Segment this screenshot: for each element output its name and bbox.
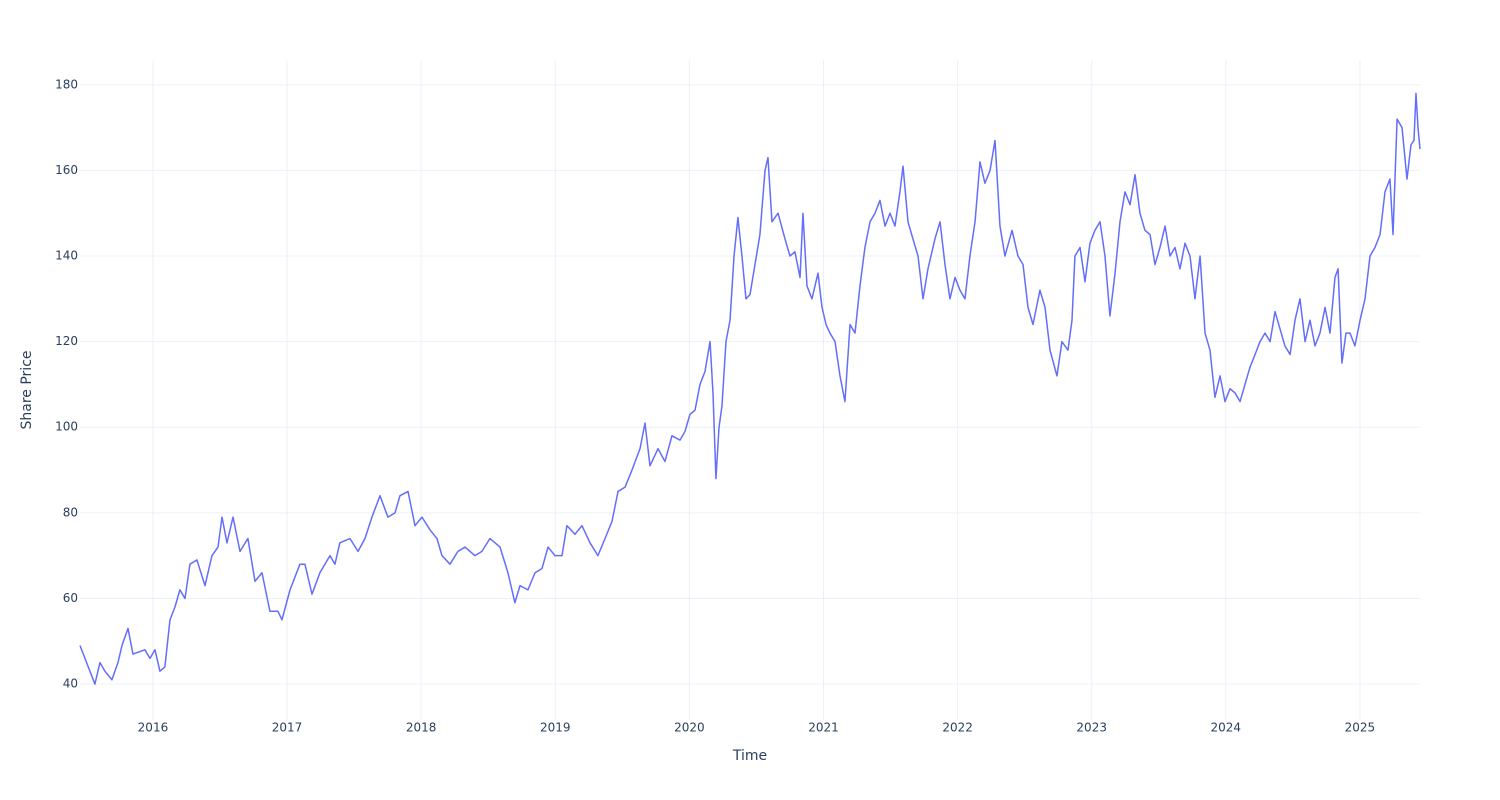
x-tick-label: 2022 [942, 721, 973, 735]
y-tick-label: 140 [55, 249, 78, 263]
x-tick-label: 2016 [138, 721, 169, 735]
y-tick-label: 180 [55, 77, 78, 91]
x-tick-label: 2023 [1076, 721, 1107, 735]
y-tick-label: 60 [63, 591, 78, 605]
x-tick-label: 2019 [540, 721, 571, 735]
y-tick-label: 40 [63, 677, 78, 691]
y-tick-label: 160 [55, 163, 78, 177]
x-tick-label: 2021 [808, 721, 839, 735]
y-tick-label: 100 [55, 420, 78, 434]
y-axis-title: Share Price [19, 350, 35, 429]
x-tick-label: 2017 [272, 721, 303, 735]
x-tick-label: 2020 [674, 721, 705, 735]
y-tick-label: 120 [55, 334, 78, 348]
x-tick-label: 2018 [406, 721, 437, 735]
x-tick-label: 2024 [1211, 721, 1242, 735]
x-axis-title: Time [732, 748, 767, 764]
price-line [79, 92, 1421, 685]
x-tick-label: 2025 [1345, 721, 1376, 735]
y-tick-label: 80 [63, 505, 78, 519]
